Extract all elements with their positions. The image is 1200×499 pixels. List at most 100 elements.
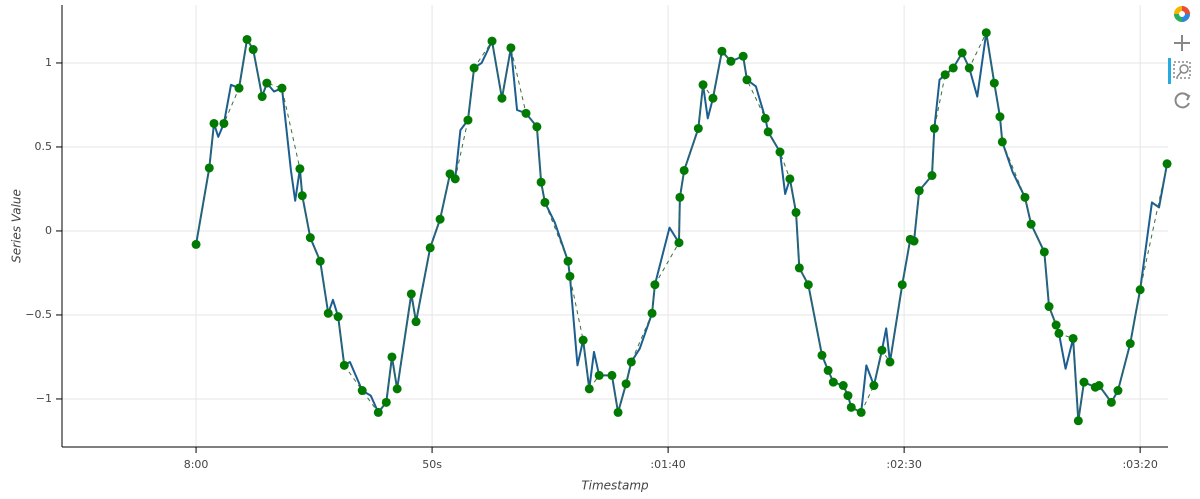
point bbox=[964, 63, 974, 73]
point bbox=[803, 280, 813, 290]
point bbox=[897, 280, 907, 290]
point bbox=[463, 115, 473, 125]
point bbox=[817, 350, 827, 360]
point bbox=[760, 113, 770, 123]
point bbox=[563, 256, 573, 266]
point bbox=[387, 352, 397, 362]
point bbox=[521, 108, 531, 118]
point bbox=[191, 239, 201, 249]
point bbox=[1051, 320, 1061, 330]
point bbox=[647, 308, 657, 318]
point bbox=[940, 70, 950, 80]
point bbox=[717, 46, 727, 56]
point bbox=[914, 186, 924, 196]
point bbox=[621, 379, 631, 389]
point bbox=[315, 256, 325, 266]
point bbox=[506, 43, 516, 53]
point bbox=[674, 238, 684, 248]
point bbox=[305, 233, 315, 243]
x-axis-title: Timestamp bbox=[581, 479, 649, 493]
point bbox=[785, 174, 795, 184]
point bbox=[838, 381, 848, 391]
y-tick-label: −0.5 bbox=[25, 308, 52, 321]
point bbox=[565, 271, 575, 281]
active-tool-indicator bbox=[1168, 58, 1171, 84]
point bbox=[257, 92, 267, 102]
point bbox=[791, 207, 801, 217]
point bbox=[219, 118, 229, 128]
point bbox=[995, 112, 1005, 122]
point bbox=[262, 78, 272, 88]
point bbox=[584, 384, 594, 394]
point bbox=[234, 83, 244, 93]
point bbox=[885, 357, 895, 367]
point bbox=[323, 308, 333, 318]
x-tick-label: 50s bbox=[422, 458, 442, 471]
point bbox=[909, 236, 919, 246]
y-tick-label: 0.5 bbox=[35, 140, 53, 153]
point bbox=[357, 386, 367, 396]
point bbox=[1039, 247, 1049, 257]
bokeh-logo[interactable] bbox=[1174, 6, 1190, 22]
point bbox=[487, 36, 497, 46]
point bbox=[927, 171, 937, 181]
point bbox=[339, 360, 349, 370]
point bbox=[450, 174, 460, 184]
point bbox=[248, 45, 258, 55]
point bbox=[1026, 219, 1036, 229]
point bbox=[1068, 333, 1078, 343]
point bbox=[411, 317, 421, 327]
y-tick-label: 0 bbox=[45, 224, 52, 237]
point bbox=[204, 163, 214, 173]
point bbox=[650, 280, 660, 290]
point bbox=[626, 357, 636, 367]
y-tick-label: −1 bbox=[36, 392, 52, 405]
grid bbox=[62, 5, 1168, 447]
point bbox=[536, 177, 546, 187]
x-tick-label: :01:40 bbox=[650, 458, 685, 471]
point bbox=[929, 123, 939, 133]
point bbox=[738, 51, 748, 61]
point bbox=[1113, 386, 1123, 396]
point bbox=[981, 28, 991, 38]
point bbox=[877, 345, 887, 355]
point bbox=[277, 83, 287, 93]
point bbox=[1073, 416, 1083, 426]
x-tick-label: 8:00 bbox=[184, 458, 209, 471]
point bbox=[948, 63, 958, 73]
point bbox=[1135, 285, 1145, 295]
point bbox=[469, 63, 479, 73]
point bbox=[763, 127, 773, 137]
point bbox=[794, 263, 804, 273]
point bbox=[497, 93, 507, 103]
point bbox=[869, 381, 879, 391]
pan-tool[interactable] bbox=[1174, 35, 1190, 51]
reset-tool[interactable] bbox=[1174, 92, 1191, 109]
axes: 1 0.5 0 −0.5 −1 8:00 50s:01:40:02:30:03:20 bbox=[25, 5, 1168, 471]
point bbox=[775, 147, 785, 157]
point bbox=[989, 78, 999, 88]
point bbox=[828, 377, 838, 387]
point bbox=[594, 370, 604, 380]
point bbox=[679, 165, 689, 175]
point bbox=[607, 370, 617, 380]
point bbox=[381, 397, 391, 407]
point bbox=[843, 391, 853, 401]
point bbox=[698, 80, 708, 90]
point bbox=[1054, 328, 1064, 338]
box-zoom-tool[interactable] bbox=[1173, 61, 1191, 79]
plot-area bbox=[191, 28, 1172, 426]
point bbox=[406, 289, 416, 299]
point bbox=[997, 137, 1007, 147]
point bbox=[333, 312, 343, 322]
point bbox=[297, 191, 307, 201]
point bbox=[693, 123, 703, 133]
x-tick-label: :02:30 bbox=[886, 458, 921, 471]
point bbox=[1106, 397, 1116, 407]
point bbox=[613, 407, 623, 417]
point bbox=[846, 402, 856, 412]
point bbox=[823, 365, 833, 375]
point bbox=[1125, 339, 1135, 349]
point bbox=[1162, 159, 1172, 169]
point bbox=[295, 164, 305, 174]
